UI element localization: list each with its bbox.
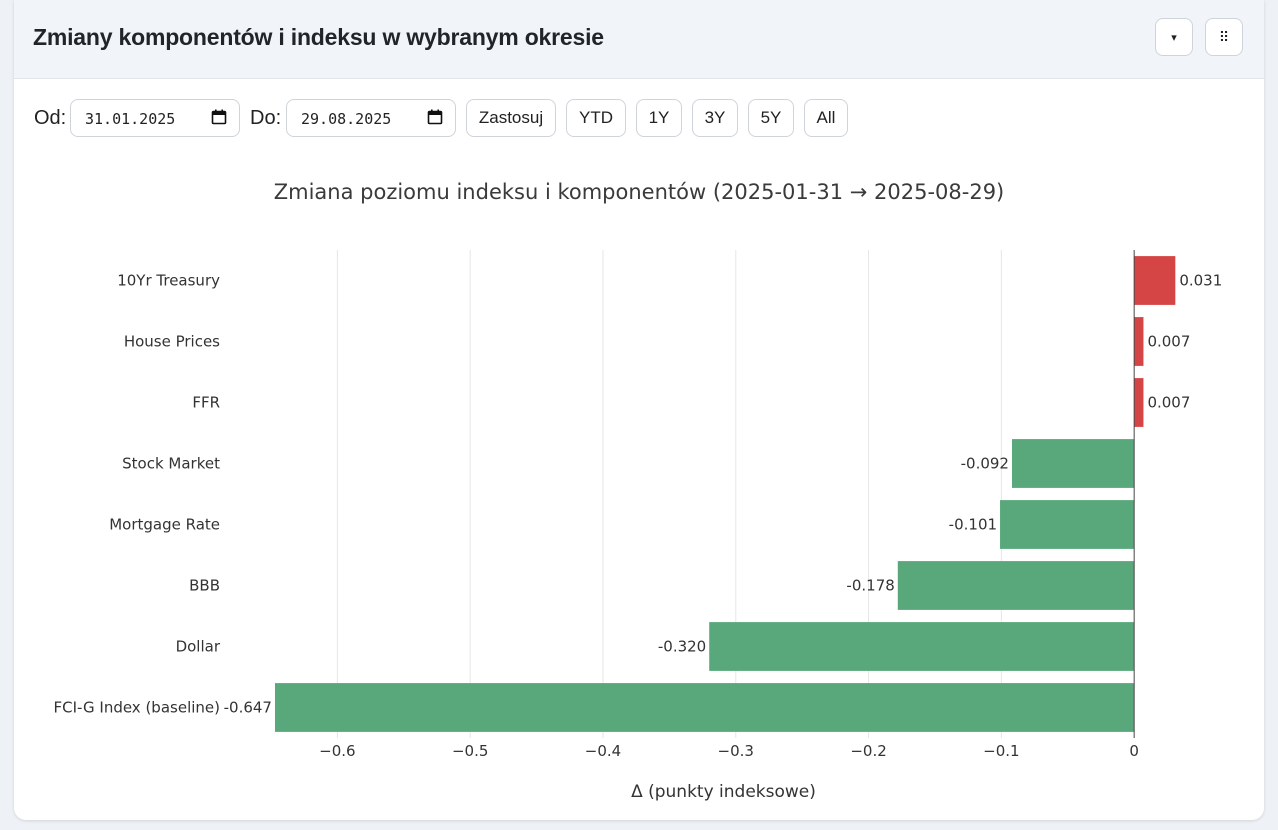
bar	[274, 683, 1135, 732]
bar	[897, 561, 1135, 610]
grip-icon: ⠿	[1218, 28, 1230, 45]
category-label: 10Yr Treasury	[117, 272, 220, 290]
chart-card: Zmiany komponentów i indeksu w wybranym …	[14, 0, 1264, 820]
data-label: -0.178	[846, 577, 894, 595]
dropdown-button[interactable]: ▾	[1155, 18, 1193, 56]
category-label: FFR	[192, 394, 220, 412]
category-label: Mortgage Rate	[109, 516, 220, 534]
data-label: 0.007	[1147, 394, 1190, 412]
range-3y-button[interactable]: 3Y	[692, 99, 738, 137]
data-label: -0.647	[224, 699, 272, 717]
data-label: -0.101	[949, 516, 997, 534]
date-range-controls: Od: 31.01.2025 Do: 29.08.2025 Zastosuj Y…	[14, 99, 1264, 139]
x-tick-label: −0.1	[983, 742, 1019, 760]
x-tick-label: 0	[1129, 742, 1139, 760]
card-header: Zmiany komponentów i indeksu w wybranym …	[14, 0, 1264, 79]
to-label: Do:	[250, 107, 282, 129]
range-1y-button[interactable]: 1Y	[636, 99, 682, 137]
range-5y-button[interactable]: 5Y	[748, 99, 794, 137]
category-label: FCI-G Index (baseline)	[54, 699, 220, 717]
calendar-icon[interactable]	[427, 109, 443, 125]
to-date-value: 29.08.2025	[301, 110, 392, 128]
bar-chart: 10Yr Treasury 0.031 House Prices 0.007 FFR 0.…	[54, 250, 1222, 802]
x-tick-label: −0.3	[718, 742, 754, 760]
x-tick-label: −0.6	[319, 742, 355, 760]
calendar-icon[interactable]	[211, 109, 227, 125]
category-label: House Prices	[124, 333, 220, 351]
caret-down-icon: ▾	[1171, 31, 1177, 44]
range-ytd-button[interactable]: YTD	[566, 99, 626, 137]
data-label: 0.031	[1179, 272, 1222, 290]
bar	[709, 622, 1135, 671]
bar	[1134, 378, 1144, 427]
card-title: Zmiany komponentów i indeksu w wybranym …	[33, 24, 604, 50]
from-date-value: 31.01.2025	[85, 110, 176, 128]
x-axis-label: Δ (punkty indeksowe)	[631, 782, 816, 802]
bar	[1011, 439, 1135, 488]
range-all-button[interactable]: All	[804, 99, 848, 137]
x-tick-label: −0.4	[585, 742, 621, 760]
category-label: Stock Market	[122, 455, 220, 473]
menu-button[interactable]: ⠿	[1205, 18, 1243, 56]
from-date-input[interactable]: 31.01.2025	[70, 99, 240, 137]
x-tick-label: −0.2	[850, 742, 886, 760]
apply-button[interactable]: Zastosuj	[466, 99, 556, 137]
data-label: -0.092	[961, 455, 1009, 473]
x-tick-label: −0.5	[452, 742, 488, 760]
from-label: Od:	[34, 107, 67, 129]
bar	[1000, 500, 1135, 549]
data-label: -0.320	[658, 638, 706, 656]
category-label: BBB	[189, 577, 220, 595]
bar	[1134, 317, 1144, 366]
bar	[1134, 256, 1176, 305]
to-date-input[interactable]: 29.08.2025	[286, 99, 456, 137]
data-label: 0.007	[1147, 333, 1190, 351]
category-label: Dollar	[176, 638, 221, 656]
chart-title: Zmiana poziomu indeksu i komponentów (20…	[273, 180, 1005, 204]
